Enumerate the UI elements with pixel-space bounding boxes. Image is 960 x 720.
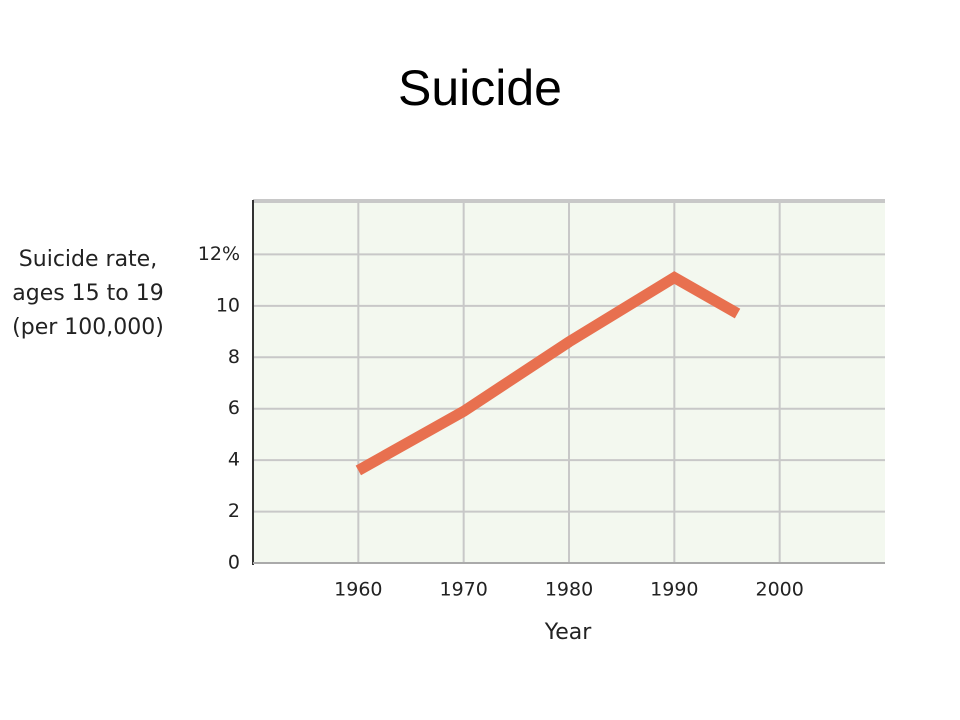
y-tick-label: 10 bbox=[216, 294, 240, 316]
y-tick-label: 2 bbox=[228, 500, 240, 522]
x-tick-label: 2000 bbox=[755, 579, 803, 601]
x-tick-label: 1980 bbox=[545, 579, 593, 601]
y-axis-title: (per 100,000) bbox=[12, 315, 164, 340]
y-tick-label: 6 bbox=[228, 397, 240, 419]
x-axis-title: Year bbox=[544, 620, 593, 645]
y-axis-title: ages 15 to 19 bbox=[12, 281, 164, 306]
y-axis-title: Suicide rate, bbox=[19, 247, 157, 272]
x-tick-label: 1990 bbox=[650, 579, 698, 601]
y-tick-label: 8 bbox=[228, 346, 240, 368]
chart-title: Suicide bbox=[398, 60, 562, 116]
y-tick-label: 4 bbox=[228, 449, 240, 471]
x-tick-label: 1970 bbox=[439, 579, 487, 601]
y-tick-label: 12% bbox=[198, 243, 240, 265]
data-line bbox=[355, 271, 741, 476]
y-tick-label: 0 bbox=[228, 552, 240, 574]
x-tick-label: 1960 bbox=[334, 579, 382, 601]
